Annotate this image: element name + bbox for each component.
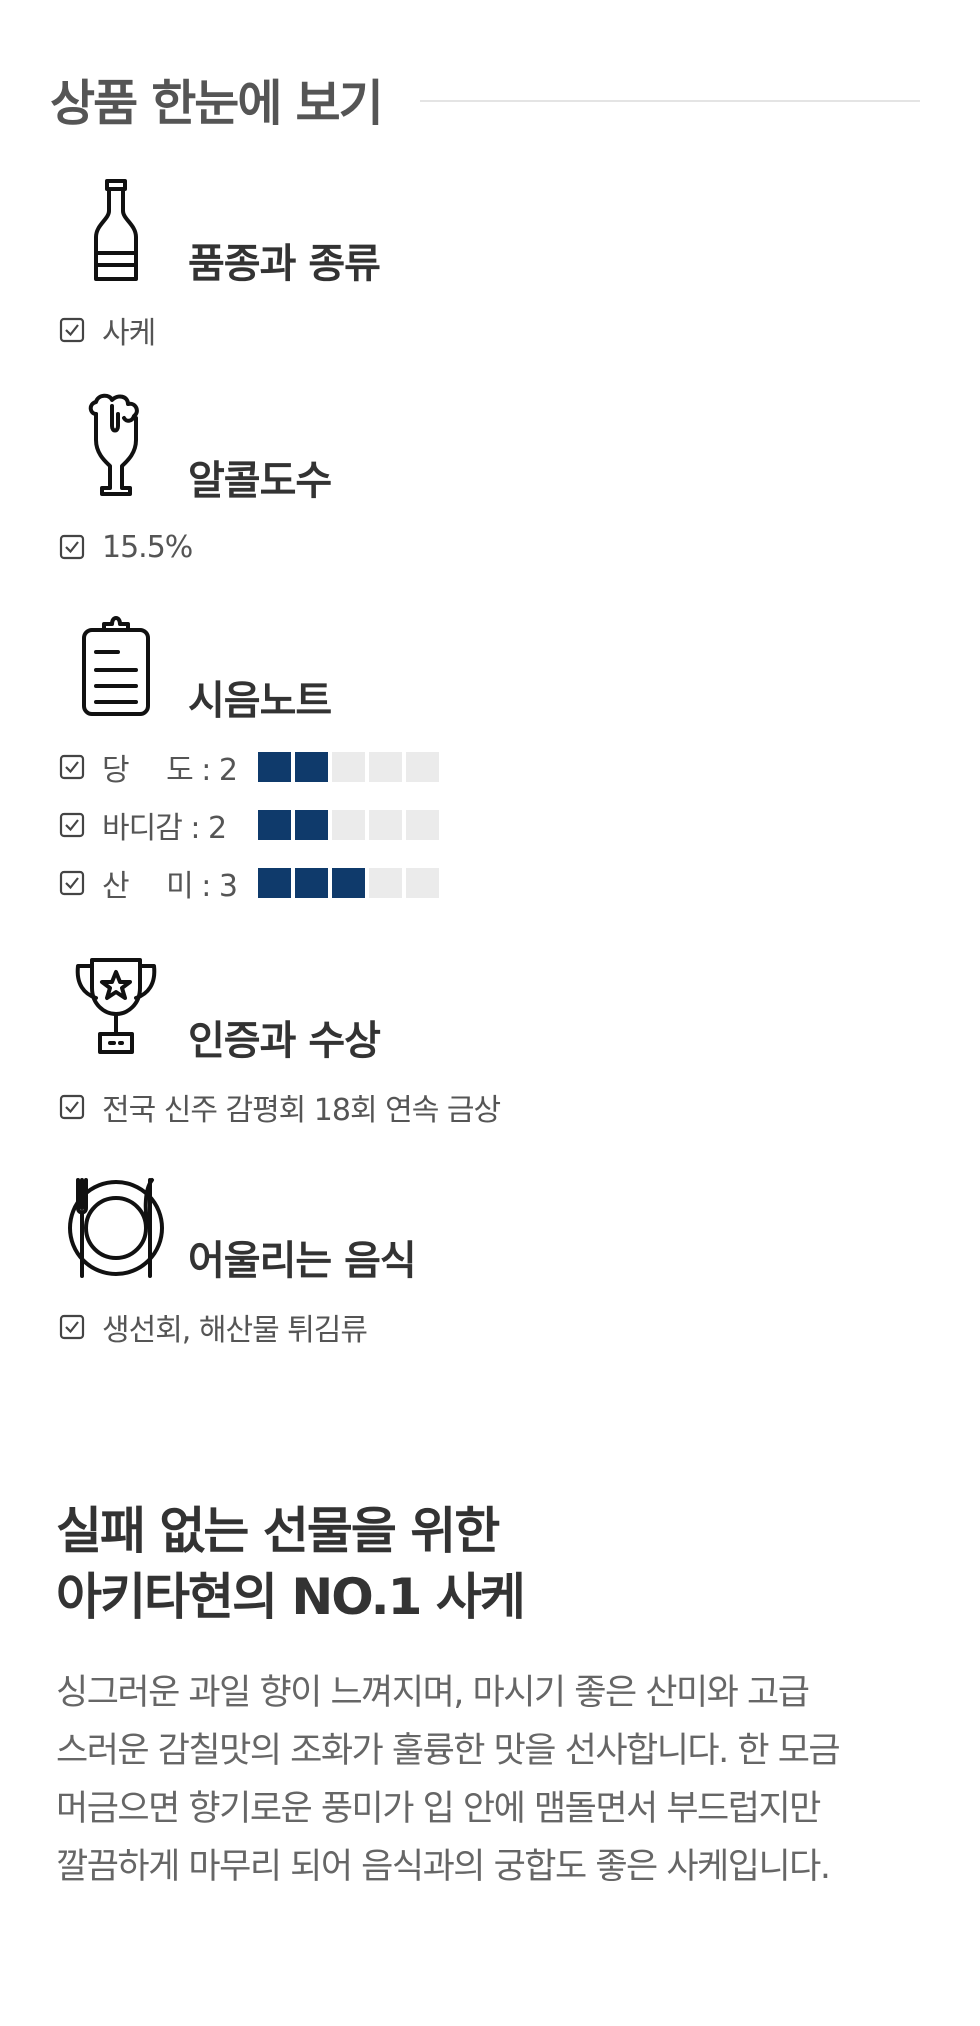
section-awards: 인증과 수상 전국 신주 감평회 18회 연속 금상	[0, 952, 980, 1132]
section-header: 상품 한눈에 보기	[50, 64, 920, 134]
rating-bar	[258, 868, 439, 898]
section-title-abv: 알콜도수	[188, 458, 332, 504]
promo-body-line: 깔끔하게 마무리 되어 음식과의 궁합도 좋은 사케입니다.	[56, 1847, 831, 1887]
rating-cell-empty	[406, 752, 439, 782]
promo-body-line: 머금으면 향기로운 풍미가 입 안에 맴돌면서 부드럽지만	[56, 1789, 821, 1829]
section-variety: 품종과 종류 사케	[0, 175, 980, 355]
rating-cell-filled	[295, 752, 328, 782]
rating-cell-empty	[369, 810, 402, 840]
rating-cell-filled	[332, 868, 365, 898]
trophy-icon	[66, 952, 166, 1062]
title-divider	[420, 100, 920, 102]
rating-cell-filled	[258, 752, 291, 782]
rating-cell-filled	[258, 868, 291, 898]
promo-body-line: 싱그러운 과일 향이 느껴지며, 마시기 좋은 산미와 고급	[56, 1673, 810, 1713]
tasting-label: 바디감 : 2	[102, 811, 227, 846]
list-item: 사케	[58, 310, 156, 351]
clipboard-icon	[66, 612, 166, 722]
tasting-label: 당 도 : 2	[102, 753, 238, 788]
checkbox-icon	[58, 869, 86, 897]
rating-bar	[258, 810, 439, 840]
rating-cell-empty	[369, 752, 402, 782]
rating-cell-empty	[369, 868, 402, 898]
promo-title: 실패 없는 선물을 위한 아키타현의 NO.1 사케	[56, 1498, 526, 1630]
rating-bar	[258, 752, 439, 782]
rating-cell-empty	[332, 752, 365, 782]
section-pairing: 어울리는 음식 생선회, 해산물 튀김류	[0, 1172, 980, 1352]
abv-value: 15.5%	[102, 529, 193, 565]
promo-title-line: 아키타현의 NO.1 사케	[56, 1568, 526, 1626]
rating-cell-filled	[258, 810, 291, 840]
rating-cell-empty	[332, 810, 365, 840]
rating-cell-filled	[295, 810, 328, 840]
rating-cell-empty	[406, 868, 439, 898]
section-tasting: 시음노트 당 도 : 2 바디감 : 2 산 미 : 3	[0, 612, 980, 912]
rating-cell-filled	[295, 868, 328, 898]
pairing-value: 생선회, 해산물 튀김류	[102, 1313, 368, 1348]
section-title-pairing: 어울리는 음식	[188, 1238, 417, 1284]
award-value: 전국 신주 감평회 18회 연속 금상	[102, 1093, 501, 1128]
beer-glass-icon	[66, 392, 166, 502]
list-item: 생선회, 해산물 튀김류	[58, 1307, 368, 1348]
rating-cell-empty	[406, 810, 439, 840]
checkbox-icon	[58, 316, 86, 344]
section-title-awards: 인증과 수상	[188, 1018, 381, 1064]
section-abv: 알콜도수 15.5%	[0, 392, 980, 572]
checkbox-icon	[58, 1093, 86, 1121]
checkbox-icon	[58, 811, 86, 839]
checkbox-icon	[58, 753, 86, 781]
section-title-tasting: 시음노트	[188, 678, 332, 724]
plate-cutlery-icon	[66, 1172, 166, 1282]
promo-description: 싱그러운 과일 향이 느껴지며, 마시기 좋은 산미와 고급 스러운 감칠맛의 …	[56, 1664, 936, 1896]
tasting-row-acidity: 산 미 : 3	[58, 863, 439, 904]
promo-title-line: 실패 없는 선물을 위한	[56, 1502, 500, 1560]
section-title-variety: 품종과 종류	[188, 241, 381, 287]
list-item: 15.5%	[58, 527, 193, 567]
checkbox-icon	[58, 533, 86, 561]
checkbox-icon	[58, 1313, 86, 1341]
list-item: 전국 신주 감평회 18회 연속 금상	[58, 1087, 501, 1128]
tasting-row-body: 바디감 : 2	[58, 805, 439, 846]
variety-value: 사케	[102, 316, 156, 351]
tasting-label: 산 미 : 3	[102, 869, 238, 904]
bottle-icon	[66, 175, 166, 285]
page-title: 상품 한눈에 보기	[50, 75, 384, 132]
tasting-row-sweetness: 당 도 : 2	[58, 747, 439, 788]
promo-body-line: 스러운 감칠맛의 조화가 훌륭한 맛을 선사합니다. 한 모금	[56, 1731, 841, 1771]
